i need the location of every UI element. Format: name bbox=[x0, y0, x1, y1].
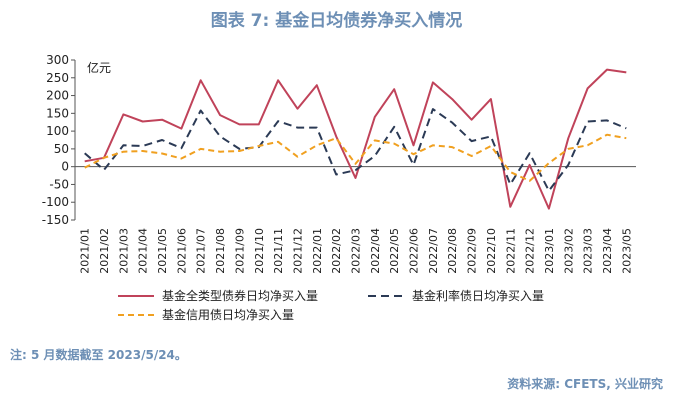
x-tick-label: 2022/07 bbox=[427, 228, 440, 274]
legend-swatch-rates bbox=[368, 295, 404, 297]
x-tick-label: 2023/01 bbox=[543, 228, 556, 274]
y-tick-label: 200 bbox=[46, 89, 69, 103]
x-tick-label: 2021/07 bbox=[195, 228, 208, 274]
x-tick-label: 2021/01 bbox=[79, 228, 92, 274]
footnote: 注: 5 月数据截至 2023/5/24。 bbox=[10, 348, 187, 362]
x-tick-label: 2021/11 bbox=[272, 228, 285, 274]
x-tick-label: 2023/05 bbox=[620, 228, 633, 274]
x-tick-label: 2021/03 bbox=[117, 228, 130, 274]
x-tick-label: 2022/04 bbox=[369, 228, 382, 274]
x-tick-label: 2022/12 bbox=[524, 228, 537, 274]
x-tick-label: 2022/10 bbox=[485, 228, 498, 274]
x-tick-label: 2021/04 bbox=[137, 228, 150, 274]
x-tick-label: 2022/03 bbox=[350, 228, 363, 274]
x-tick-label: 2021/12 bbox=[291, 228, 304, 274]
y-tick-label: -150 bbox=[42, 213, 69, 227]
x-tick-label: 2022/11 bbox=[504, 228, 517, 274]
series-line-2 bbox=[84, 133, 627, 182]
x-tick-label: 2022/06 bbox=[408, 228, 421, 274]
legend-label-total: 基金全类型债券日均净买入量 bbox=[162, 289, 319, 303]
unit-label: 亿元 bbox=[87, 60, 111, 75]
source-note: 资料来源: CFETS, 兴业研究 bbox=[507, 377, 663, 391]
legend-swatch-total bbox=[118, 295, 154, 297]
legend-label-rates: 基金利率债日均净买入量 bbox=[412, 289, 545, 303]
y-tick-label: 0 bbox=[61, 160, 69, 174]
x-tick-label: 2023/02 bbox=[562, 228, 575, 274]
legend-swatch-credit bbox=[118, 314, 154, 316]
x-tick-label: 2022/01 bbox=[311, 228, 324, 274]
x-tick-label: 2023/04 bbox=[601, 228, 614, 274]
x-tick-label: 2021/08 bbox=[214, 228, 227, 274]
x-tick-label: 2022/02 bbox=[330, 228, 343, 274]
x-tick-label: 2022/08 bbox=[446, 228, 459, 274]
x-tick-label: 2022/09 bbox=[466, 228, 479, 274]
y-tick-label: 250 bbox=[46, 71, 69, 85]
y-tick-label: 100 bbox=[46, 124, 69, 138]
x-tick-label: 2021/09 bbox=[233, 228, 246, 274]
y-tick-label: 50 bbox=[54, 142, 69, 156]
x-tick-label: 2021/06 bbox=[175, 228, 188, 274]
y-tick-label: 300 bbox=[46, 53, 69, 67]
x-tick-label: 2023/03 bbox=[582, 228, 595, 274]
series-line-0 bbox=[84, 68, 627, 210]
x-tick-label: 2021/02 bbox=[98, 228, 111, 274]
x-tick-label: 2021/10 bbox=[253, 228, 266, 274]
y-tick-label: 150 bbox=[46, 106, 69, 120]
y-tick-label: -50 bbox=[49, 177, 69, 191]
x-tick-label: 2022/05 bbox=[388, 228, 401, 274]
chart-title: 图表 7: 基金日均债券净买入情况 bbox=[210, 11, 463, 31]
y-tick-label: -100 bbox=[42, 195, 69, 209]
x-tick-label: 2021/05 bbox=[156, 228, 169, 274]
legend-label-credit: 基金信用债日均净买入量 bbox=[162, 308, 295, 322]
